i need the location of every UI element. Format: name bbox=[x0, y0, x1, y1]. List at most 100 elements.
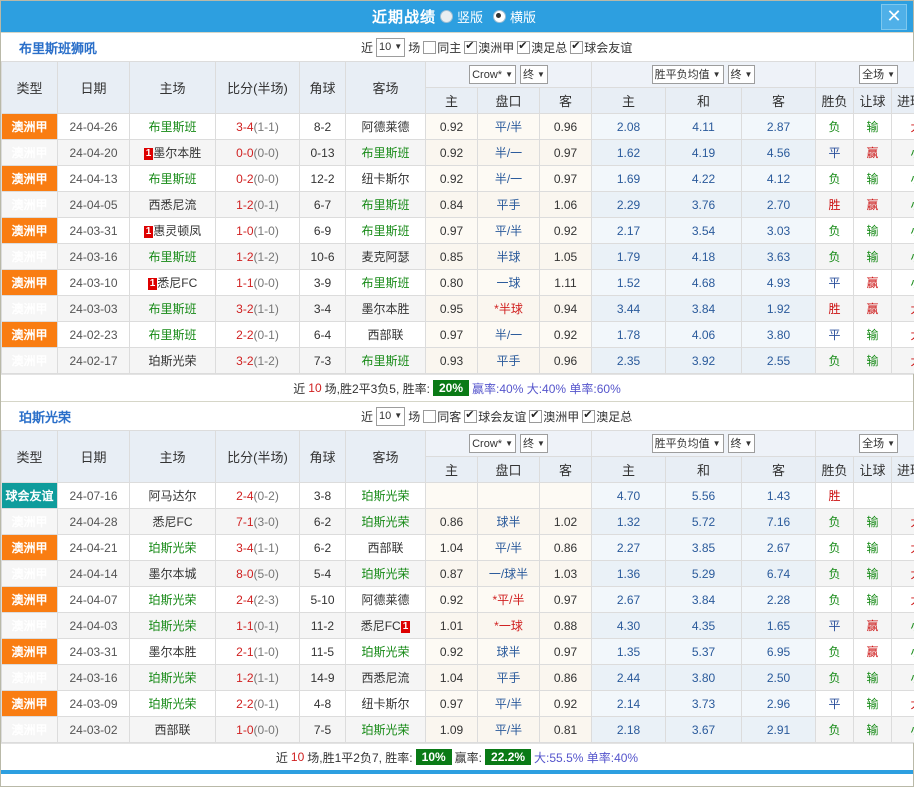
panel2-avg-select[interactable]: 胜平负均值 ▼ bbox=[651, 434, 724, 453]
checkbox-icon[interactable] bbox=[464, 408, 478, 423]
cell-home-team[interactable]: 珀斯光荣 bbox=[129, 690, 216, 717]
cell-home-team[interactable]: 珀斯光荣 bbox=[129, 612, 216, 639]
table-row[interactable]: 澳洲甲 24-03-31 1 惠灵顿凤 1-0(1-0) 6-9 布里斯班 0.97 平/半 0.… bbox=[1, 217, 914, 244]
panel1-checkbox-0[interactable]: 同主 bbox=[423, 39, 461, 56]
panel2-checkbox-3[interactable]: 澳足总 bbox=[582, 408, 632, 425]
table-row[interactable]: 澳洲甲 24-03-09 珀斯光荣 2-2(0-1) 4-8 纽卡斯尔 0.97 平/半 0.9… bbox=[1, 690, 914, 717]
panel1-checkbox-3[interactable]: 球会友谊 bbox=[570, 39, 632, 56]
table-row[interactable]: 澳洲甲 24-04-07 珀斯光荣 2-4(2-3) 5-10 阿德莱德 0.92 *平/半 0… bbox=[1, 586, 914, 613]
checkbox-icon[interactable] bbox=[582, 408, 596, 423]
cell-home-team[interactable]: 1 悉尼FC bbox=[129, 269, 216, 296]
cell-home-team[interactable]: 1 惠灵顿凤 bbox=[129, 217, 216, 244]
table-row[interactable]: 澳洲甲 24-03-10 1 悉尼FC 1-1(0-0) 3-9 布里斯班 0.80 一球 1.1… bbox=[1, 269, 914, 296]
panel2-count-select[interactable]: 10 ▼ bbox=[376, 406, 406, 426]
table-row[interactable]: 澳洲甲 24-03-16 布里斯班 1-2(1-2) 10-6 麦克阿瑟 0.85 半球 1.0… bbox=[1, 243, 914, 270]
cell-away-team[interactable]: 墨尔本胜 bbox=[345, 295, 426, 322]
cell-away-team[interactable]: 西悉尼流 bbox=[345, 664, 426, 691]
table-row[interactable]: 澳洲甲 24-04-28 悉尼FC 7-1(3-0) 6-2 珀斯光荣 0.86 球半 1.02… bbox=[1, 508, 914, 535]
checkbox-icon[interactable] bbox=[570, 39, 584, 54]
panel1-count-select[interactable]: 10 ▼ bbox=[376, 37, 406, 57]
table-row[interactable]: 澳洲甲 24-04-05 西悉尼流 1-2(0-1) 6-7 布里斯班 0.84 平手 1.06… bbox=[1, 191, 914, 218]
cell-odds-line: 半/一 bbox=[477, 321, 540, 348]
cell-away-team[interactable]: 阿德莱德 bbox=[345, 113, 426, 140]
cell-away-team[interactable]: 麦克阿瑟 bbox=[345, 243, 426, 270]
cell-home-team[interactable]: 悉尼FC bbox=[129, 508, 216, 535]
cell-home-team[interactable]: 珀斯光荣 bbox=[129, 586, 216, 613]
cell-home-team[interactable]: 西悉尼流 bbox=[129, 191, 216, 218]
table-row[interactable]: 澳洲甲 24-04-14 墨尔本城 8-0(5-0) 5-4 珀斯光荣 0.87 一/球半 1.… bbox=[1, 560, 914, 587]
table-row[interactable]: 澳洲甲 24-02-23 布里斯班 2-2(0-1) 6-4 西部联 0.97 半/一 0.92… bbox=[1, 321, 914, 348]
team-label: 珀斯光荣 bbox=[361, 515, 410, 529]
table-row[interactable]: 澳洲甲 24-03-02 西部联 1-0(0-0) 7-5 珀斯光荣 1.09 平/半 0.81… bbox=[1, 716, 914, 743]
checkbox-icon[interactable] bbox=[517, 39, 531, 54]
cell-away-team[interactable]: 纽卡斯尔 bbox=[345, 165, 426, 192]
panel2-company-select[interactable]: Crow* ▼ bbox=[469, 434, 516, 453]
panel1-scope-select[interactable]: 全场 ▼ bbox=[859, 65, 899, 84]
table-row[interactable]: 球会友谊 24-07-16 阿马达尔 2-4(0-2) 3-8 珀斯光荣 4.70 5.56 1… bbox=[1, 482, 914, 509]
panel1-filters: 近 10 ▼ 场 同主 澳洲甲 澳足总 bbox=[361, 33, 632, 61]
cell-odds-line: 平手 bbox=[477, 347, 540, 374]
cell-away-team[interactable]: 布里斯班 bbox=[345, 191, 426, 218]
cell-home-team[interactable]: 珀斯光荣 bbox=[129, 347, 216, 374]
cell-away-team[interactable]: 布里斯班 bbox=[345, 139, 426, 166]
cell-home-team[interactable]: 西部联 bbox=[129, 716, 216, 743]
panel2-checkbox-1[interactable]: 球会友谊 bbox=[464, 408, 526, 425]
panel1-avg-select[interactable]: 胜平负均值 ▼ bbox=[651, 65, 724, 84]
table-row[interactable]: 澳洲甲 24-04-13 布里斯班 0-2(0-0) 12-2 纽卡斯尔 0.92 半/一 0.… bbox=[1, 165, 914, 192]
cell-away-team[interactable]: 布里斯班 bbox=[345, 347, 426, 374]
table-row[interactable]: 澳洲甲 24-03-31 墨尔本胜 2-1(1-0) 11-5 珀斯光荣 0.92 球半 0.9… bbox=[1, 638, 914, 665]
cell-home-team[interactable]: 布里斯班 bbox=[129, 243, 216, 270]
checkbox-icon[interactable] bbox=[423, 409, 437, 423]
cell-away-team[interactable]: 悉尼FC 1 bbox=[345, 612, 426, 639]
team-label: 惠灵顿凤 bbox=[153, 224, 202, 238]
cell-away-team[interactable]: 珀斯光荣 bbox=[345, 560, 426, 587]
table-row[interactable]: 澳洲甲 24-04-20 1 墨尔本胜 0-0(0-0) 0-13 布里斯班 0.92 半/一 0… bbox=[1, 139, 914, 166]
col-odds-home: 主 bbox=[425, 456, 478, 483]
table-row[interactable]: 澳洲甲 24-04-26 布里斯班 3-4(1-1) 8-2 阿德莱德 0.92 平/半 0.9… bbox=[1, 113, 914, 140]
panel2-oddsphase-select[interactable]: 终 ▼ bbox=[519, 434, 548, 453]
table-row[interactable]: 澳洲甲 24-04-03 珀斯光荣 1-1(0-1) 11-2 悉尼FC 1 1.01 *一球 0… bbox=[1, 612, 914, 639]
table-row[interactable]: 澳洲甲 24-04-21 珀斯光荣 3-4(1-1) 6-2 西部联 1.04 平/半 0.86… bbox=[1, 534, 914, 561]
radio-horizontal[interactable] bbox=[493, 10, 506, 23]
cell-home-team[interactable]: 阿马达尔 bbox=[129, 482, 216, 509]
panel1-checkbox-1[interactable]: 澳洲甲 bbox=[464, 39, 514, 56]
cell-away-team[interactable]: 珀斯光荣 bbox=[345, 482, 426, 509]
table-row[interactable]: 澳洲甲 24-02-17 珀斯光荣 3-2(1-2) 7-3 布里斯班 0.93 平手 0.96… bbox=[1, 347, 914, 374]
table-row[interactable]: 澳洲甲 24-03-16 珀斯光荣 1-2(1-1) 14-9 西悉尼流 1.04 平手 0.8… bbox=[1, 664, 914, 691]
cell-home-team[interactable]: 布里斯班 bbox=[129, 321, 216, 348]
cell-away-team[interactable]: 布里斯班 bbox=[345, 217, 426, 244]
cell-away-team[interactable]: 西部联 bbox=[345, 534, 426, 561]
cell-home-team[interactable]: 布里斯班 bbox=[129, 113, 216, 140]
panel1-team-name: 布里斯班狮吼 bbox=[19, 40, 98, 56]
table-row[interactable]: 澳洲甲 24-03-03 布里斯班 3-2(1-1) 3-4 墨尔本胜 0.95 *半球 0.9… bbox=[1, 295, 914, 322]
cell-home-team[interactable]: 1 墨尔本胜 bbox=[129, 139, 216, 166]
panel1-company-select[interactable]: Crow* ▼ bbox=[469, 65, 516, 84]
cell-away-team[interactable]: 珀斯光荣 bbox=[345, 508, 426, 535]
checkbox-icon[interactable] bbox=[423, 40, 437, 54]
checkbox-icon[interactable] bbox=[464, 39, 478, 54]
checkbox-icon[interactable] bbox=[529, 408, 543, 423]
cell-away-team[interactable]: 珀斯光荣 bbox=[345, 638, 426, 665]
panel2-scope-select[interactable]: 全场 ▼ bbox=[859, 434, 899, 453]
cell-avg-draw: 3.54 bbox=[665, 217, 743, 244]
panel2-checkbox-2[interactable]: 澳洲甲 bbox=[529, 408, 579, 425]
panel2-avgphase-select[interactable]: 终 ▼ bbox=[727, 434, 756, 453]
cell-home-team[interactable]: 珀斯光荣 bbox=[129, 534, 216, 561]
cell-away-team[interactable]: 阿德莱德 bbox=[345, 586, 426, 613]
cell-away-team[interactable]: 纽卡斯尔 bbox=[345, 690, 426, 717]
panel1-avgphase-select[interactable]: 终 ▼ bbox=[727, 65, 756, 84]
panel2-checkbox-0[interactable]: 同客 bbox=[423, 408, 461, 425]
radio-vertical[interactable] bbox=[439, 10, 453, 23]
close-icon[interactable]: ✕ bbox=[881, 4, 907, 30]
cell-home-team[interactable]: 布里斯班 bbox=[129, 295, 216, 322]
cell-home-team[interactable]: 布里斯班 bbox=[129, 165, 216, 192]
cell-home-team[interactable]: 珀斯光荣 bbox=[129, 664, 216, 691]
panel1-oddsphase-select[interactable]: 终 ▼ bbox=[519, 65, 548, 84]
cell-odds-home: 0.84 bbox=[425, 191, 478, 218]
cell-away-team[interactable]: 布里斯班 bbox=[345, 269, 426, 296]
cell-home-team[interactable]: 墨尔本胜 bbox=[129, 638, 216, 665]
cell-away-team[interactable]: 珀斯光荣 bbox=[345, 716, 426, 743]
panel1-checkbox-2[interactable]: 澳足总 bbox=[517, 39, 567, 56]
cell-home-team[interactable]: 墨尔本城 bbox=[129, 560, 216, 587]
cell-away-team[interactable]: 西部联 bbox=[345, 321, 426, 348]
